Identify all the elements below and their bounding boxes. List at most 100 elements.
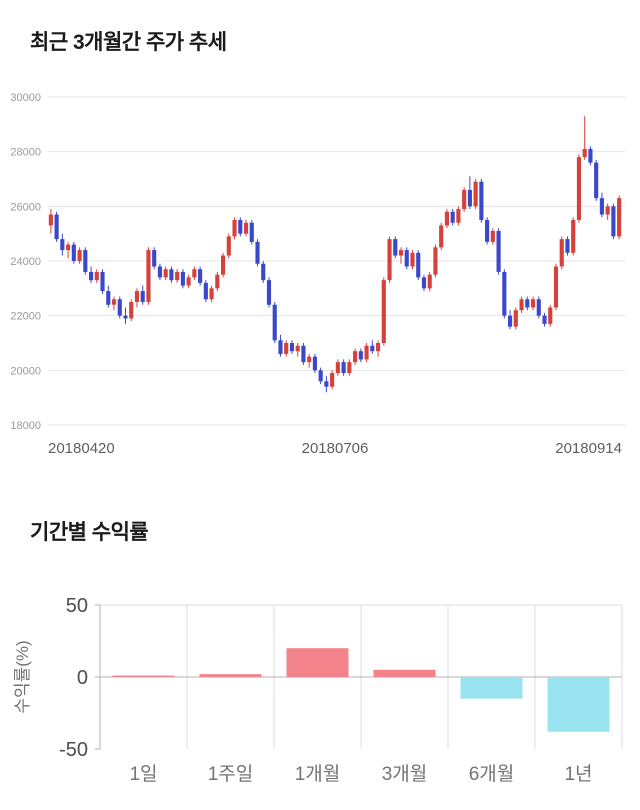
candle-body <box>582 148 587 158</box>
return-bar <box>373 669 436 677</box>
candle-body <box>381 280 386 343</box>
candle-body <box>347 362 352 374</box>
candle-body <box>588 148 593 163</box>
price-chart-title: 최근 3개월간 주가 추세 <box>30 31 227 54</box>
candle-body <box>88 271 94 281</box>
candle-body <box>404 250 409 267</box>
candle-body <box>530 299 536 308</box>
candle-body <box>54 214 59 240</box>
y-tick-label: -50 <box>59 739 88 761</box>
y-tick-label: 28000 <box>10 147 41 159</box>
candle-body <box>358 351 363 360</box>
candle-body <box>513 310 518 327</box>
candle-body <box>364 345 369 360</box>
candle-body <box>117 299 122 316</box>
candle-body <box>450 211 455 223</box>
category-label: 1개월 <box>295 763 341 785</box>
return-bar <box>112 675 175 677</box>
candle-body <box>255 241 260 264</box>
candle-body <box>565 239 570 253</box>
x-tick-label: 20180420 <box>48 440 115 457</box>
y-tick-label: 22000 <box>10 311 41 323</box>
candle-body <box>335 362 340 374</box>
candle-body <box>266 280 272 305</box>
candle-body <box>48 214 53 226</box>
candle-body <box>370 345 375 352</box>
x-tick-label: 20180914 <box>555 440 622 457</box>
candle-body <box>559 239 564 267</box>
candle-body <box>330 373 335 387</box>
candle-body <box>410 252 415 267</box>
return-bar <box>199 674 262 677</box>
candle-body <box>519 299 524 311</box>
y-tick-label: 24000 <box>10 256 41 268</box>
candle-body <box>341 362 346 374</box>
candle-body <box>243 222 249 234</box>
candle-body <box>594 162 599 199</box>
candle-body <box>605 206 610 215</box>
candle-body <box>203 282 208 300</box>
candle-body <box>129 302 134 319</box>
candle-body <box>307 356 312 363</box>
returns-chart: 50 0 -50 1일 1주일 1개월 3개월 6개월 1년 수익률(%) <box>13 595 623 785</box>
candle-body <box>324 381 329 387</box>
candle-body <box>490 230 495 242</box>
candle-body <box>152 250 157 267</box>
candle-body <box>272 304 277 341</box>
candle-body <box>398 250 404 256</box>
y-tick-label: 50 <box>66 595 88 617</box>
candle-body <box>536 299 541 316</box>
candle-body <box>83 250 88 272</box>
candle-body <box>106 291 111 305</box>
candle-body <box>301 345 306 363</box>
returns-chart-title: 기간별 수익률 <box>30 521 149 544</box>
candle-body <box>77 250 82 261</box>
y-tick-label: 30000 <box>10 92 41 104</box>
candle-body <box>617 198 622 237</box>
candle-body <box>198 269 203 283</box>
candle-body <box>209 288 214 300</box>
candle-body <box>427 274 432 289</box>
candle-body <box>387 239 392 281</box>
candle-body <box>548 307 553 324</box>
candle-body <box>232 220 237 237</box>
candle-body <box>473 181 478 207</box>
candle-body <box>60 239 65 251</box>
x-tick-label: 20180706 <box>302 440 369 457</box>
candle-body <box>312 356 317 371</box>
candle-body <box>215 274 220 289</box>
candle-body <box>111 299 117 305</box>
candle-body <box>180 271 185 286</box>
candle-body <box>289 343 295 352</box>
category-label: 1일 <box>129 763 157 785</box>
candle-body <box>278 340 283 354</box>
category-label: 1년 <box>564 763 592 785</box>
candle-body <box>157 266 162 278</box>
candle-body <box>576 157 582 220</box>
candle-body <box>467 189 472 207</box>
candle-body <box>456 209 461 223</box>
candle-body <box>375 343 381 352</box>
candle-body <box>416 252 421 278</box>
candle-body <box>284 343 289 354</box>
y-tick-label: 0 <box>77 667 88 689</box>
candle-body <box>553 266 559 308</box>
return-bar <box>547 677 610 732</box>
y-tick-label: 26000 <box>10 201 41 213</box>
candle-body <box>100 271 105 292</box>
candle-body <box>261 263 266 281</box>
candle-body <box>421 277 427 289</box>
candle-body <box>192 269 197 278</box>
candle-body <box>146 250 151 302</box>
y-tick-label: 20000 <box>10 365 41 377</box>
candle-body <box>318 370 323 382</box>
candle-body <box>140 291 145 302</box>
candle-body <box>94 271 99 281</box>
candle-body <box>226 236 231 256</box>
candle-body <box>444 211 449 226</box>
candle-body <box>238 220 243 234</box>
return-bar <box>460 677 523 699</box>
price-chart: 30000 28000 26000 24000 22000 20000 18000 20180… <box>10 92 625 457</box>
candle-body <box>186 277 191 286</box>
y-axis-label: 수익률(%) <box>13 640 32 713</box>
